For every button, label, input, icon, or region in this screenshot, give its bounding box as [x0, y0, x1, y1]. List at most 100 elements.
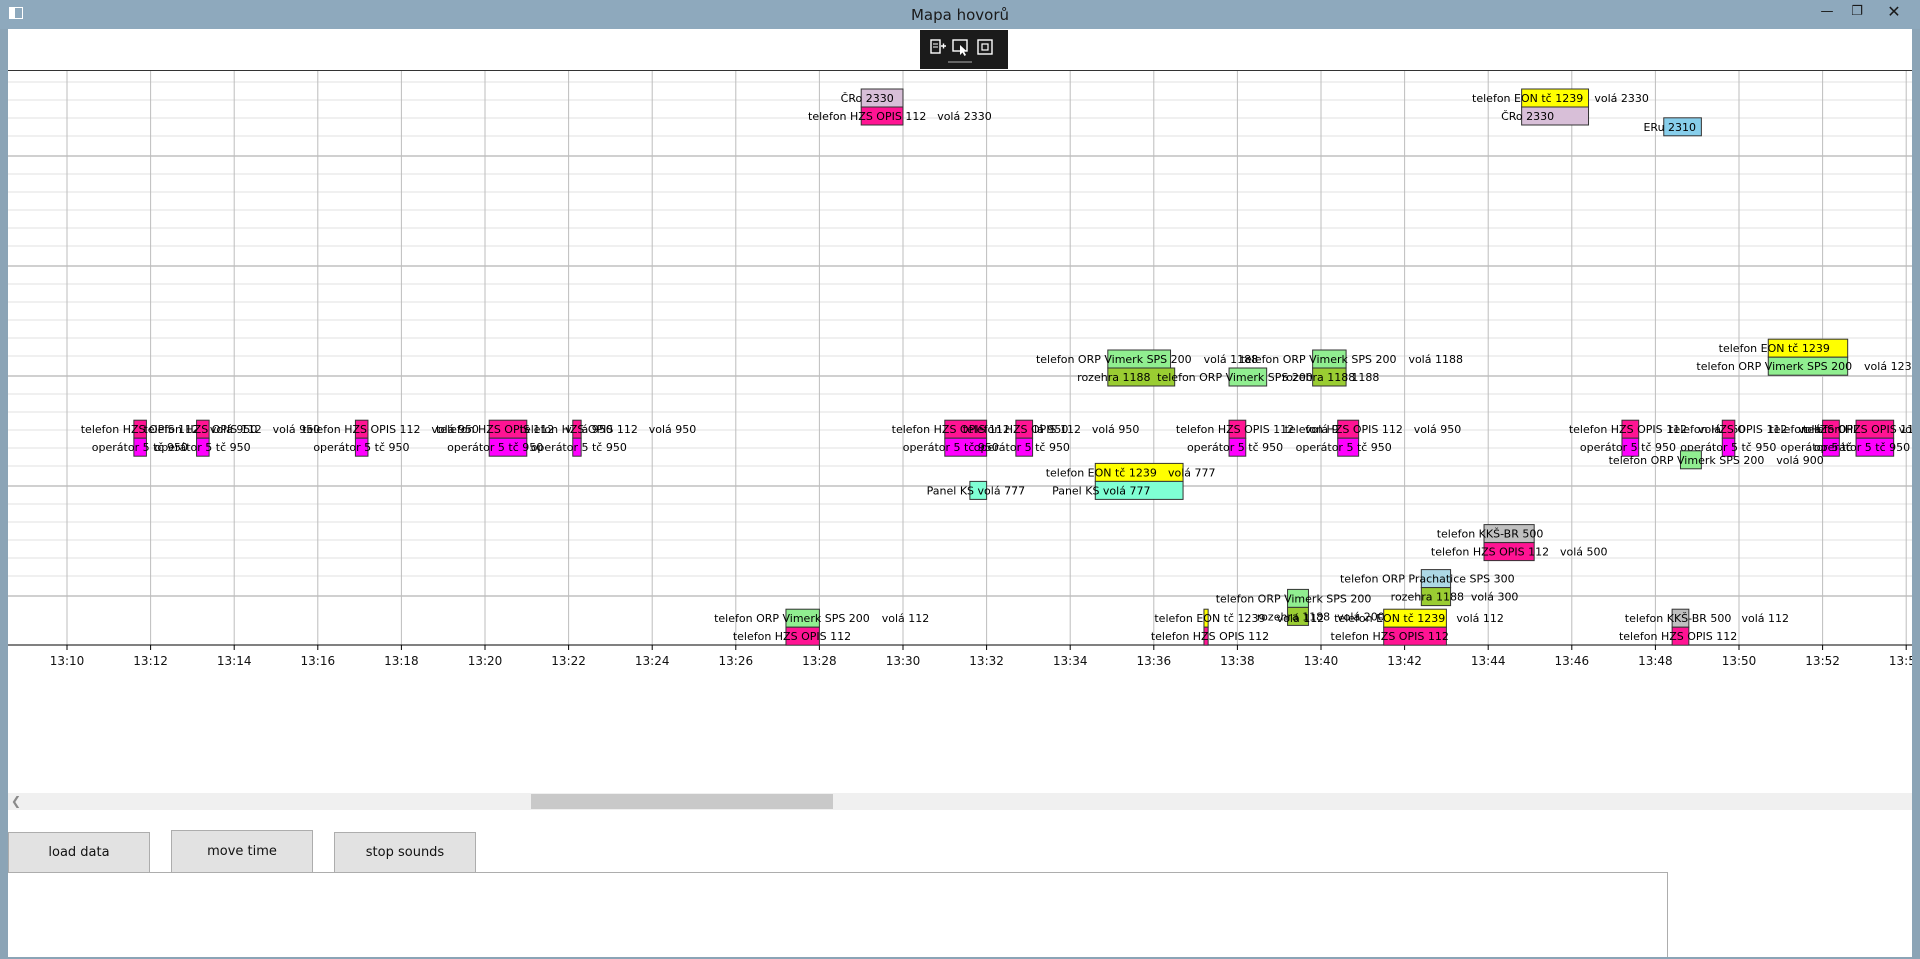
- call-label: ČRo 2330: [841, 92, 894, 105]
- call-label: telefon HZS OPIS 112: [1619, 630, 1737, 643]
- x-tick-label: 13:26: [719, 654, 754, 668]
- call-label: operátor 5 tč 950: [92, 441, 188, 454]
- call-bar: [1094, 480, 1184, 500]
- call-target-label: volá 900: [1776, 454, 1824, 467]
- pointer-select-icon[interactable]: [951, 37, 971, 57]
- call-label: telefon HZS OPIS 112: [436, 423, 554, 436]
- x-tick-label: 13:12: [133, 654, 168, 668]
- call-target-label: volá 200: [1337, 610, 1385, 623]
- x-tick-label: 13:50: [1722, 654, 1757, 668]
- call-bar: [860, 106, 904, 126]
- call-bar: [1521, 106, 1590, 126]
- x-tick-label: 13:24: [635, 654, 670, 668]
- call-label: operátor 5 tč 950: [1187, 441, 1283, 454]
- chart-top-border: [8, 70, 1912, 71]
- call-label: operátor 5 tč 950: [1580, 441, 1676, 454]
- call-bar: [1822, 437, 1840, 457]
- call-bar: [1312, 367, 1347, 387]
- call-bar: [1337, 437, 1360, 457]
- call-label: operátor 5 tč 950: [903, 441, 999, 454]
- timeline-svg[interactable]: 13:10 13:12 13:14 13:16 13:18 13:20 13:22 13:24…: [8, 71, 1912, 791]
- call-target-label: volá 1188: [1204, 353, 1259, 366]
- call-target-label: volá 950: [273, 423, 321, 436]
- call-label: telefon EON tč 1239: [1472, 92, 1583, 105]
- call-label: rozehra 1188: [1391, 591, 1464, 604]
- call-label: operátor 5 tč 950: [155, 441, 251, 454]
- call-target-label: volá 112: [1277, 612, 1325, 625]
- x-tick-label: 13:52: [1805, 654, 1840, 668]
- call-target-label: volá 2330: [1594, 92, 1649, 105]
- page-edit-icon[interactable]: [928, 37, 948, 57]
- call-label: telefon HZS OPIS 112: [143, 423, 261, 436]
- call-label: telefon KKŠ-BR 500: [1437, 528, 1544, 541]
- x-tick-label: 13:42: [1387, 654, 1422, 668]
- x-tick-label: 13:38: [1220, 654, 1255, 668]
- call-label: telefon HZS OPIS 112: [1569, 423, 1687, 436]
- x-tick-label: 13:16: [301, 654, 336, 668]
- call-bar: [1721, 437, 1736, 457]
- call-target-label: volá 950: [1092, 423, 1140, 436]
- call-bar: [944, 437, 988, 457]
- call-label: telefon KKŠ-BR 500: [1625, 612, 1732, 625]
- move-time-button[interactable]: move time: [171, 830, 313, 873]
- call-target-label: volá 112: [1456, 612, 1504, 625]
- call-label: telefon HZS OPIS 112: [1431, 546, 1549, 559]
- x-tick-label: 13:54: [1889, 654, 1912, 668]
- call-label: telefon HZS OPIS 112: [302, 423, 420, 436]
- call-label: ERu 2310: [1643, 121, 1696, 134]
- call-label: telefon ORP Vimerk SPS 200: [1696, 360, 1852, 373]
- stop-sounds-button[interactable]: stop sounds: [334, 832, 476, 873]
- call-bar: [1679, 450, 1702, 470]
- maximize-button[interactable]: ❐: [1851, 3, 1863, 19]
- call-bar: [1228, 367, 1268, 387]
- close-button[interactable]: ✕: [1887, 1, 1901, 21]
- app-icon[interactable]: [9, 7, 23, 19]
- call-label: telefon HZS OPIS 112: [1331, 630, 1449, 643]
- x-tick-label: 13:46: [1555, 654, 1590, 668]
- call-target-label: volá 500: [1560, 546, 1608, 559]
- load-data-button[interactable]: load data: [8, 832, 150, 873]
- fit-frame-icon[interactable]: [975, 37, 995, 57]
- call-bar: [1621, 437, 1640, 457]
- log-output[interactable]: [8, 872, 1668, 957]
- call-label: Panel KS volá 777: [927, 484, 1025, 497]
- call-bar: [133, 437, 147, 457]
- call-label: telefon HZS OPIS 112: [808, 110, 926, 123]
- scrollbar-thumb[interactable]: [531, 794, 833, 809]
- call-target-label: volá 950: [431, 423, 479, 436]
- call-target-label: volá 777: [1168, 466, 1216, 479]
- floating-toolbar: [920, 30, 1008, 69]
- scroll-left-arrow-icon[interactable]: ❮: [11, 794, 22, 808]
- call-label: telefon EON tč 1239: [1154, 612, 1265, 625]
- call-bar: [1671, 626, 1690, 646]
- call-label: telefon HZS OPIS 112: [1176, 423, 1294, 436]
- call-label: telefon EON tč 1239: [1046, 466, 1157, 479]
- call-target-label: volá 112: [882, 612, 930, 625]
- toolbar-selection-indicator: [948, 61, 972, 63]
- x-tick-label: 13:14: [217, 654, 252, 668]
- call-label: operátor 5 tč 950: [974, 441, 1070, 454]
- call-label: telefon HZS OPIS 112: [1669, 423, 1787, 436]
- call-bar: [1420, 587, 1452, 607]
- call-label: telefon ORP Vimerk SPS 200: [714, 612, 870, 625]
- call-label: telefon HZS OPIS 112: [1803, 423, 1912, 436]
- call-target-label: volá 1188: [1408, 353, 1463, 366]
- call-bar: [1855, 437, 1895, 457]
- call-timeline-chart[interactable]: 13:10 13:12 13:14 13:16 13:18 13:20 13:22 13:24…: [8, 71, 1912, 791]
- call-target-label: volá 950: [210, 423, 258, 436]
- call-label: operátor 5 tč 950: [1814, 441, 1910, 454]
- minimize-button[interactable]: —: [1820, 3, 1834, 19]
- x-tick-label: 13:36: [1137, 654, 1172, 668]
- client-area: 13:10 13:12 13:14 13:16 13:18 13:20 13:22 13:24…: [8, 29, 1912, 957]
- call-label: telefon ORP Vimerk SPS 200: [1609, 454, 1765, 467]
- call-bar: [1287, 606, 1309, 626]
- call-bar: [1383, 626, 1447, 646]
- call-label: rozehra 1188: [1282, 371, 1355, 384]
- call-label: telefon ORP Vimerk SPS 200: [1216, 592, 1372, 605]
- x-tick-label: 13:20: [468, 654, 503, 668]
- call-label: operátor 5 tč 950: [1781, 441, 1877, 454]
- call-bar: [354, 437, 369, 457]
- call-bar: [488, 437, 528, 457]
- horizontal-scrollbar[interactable]: ❮: [8, 793, 1912, 810]
- call-label: telefon HZS OPIS 112: [963, 423, 1081, 436]
